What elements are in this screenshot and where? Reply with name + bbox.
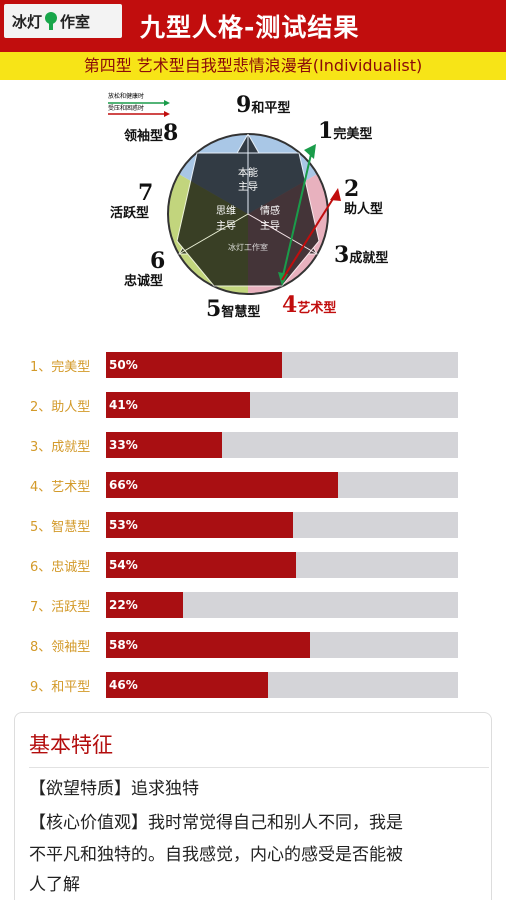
score-row: 8、领袖型 58% [0, 632, 506, 658]
score-percent: 46% [109, 678, 138, 692]
score-label: 4、艺术型 [30, 480, 91, 495]
type-6-label: 6 忠诚型 [124, 248, 166, 289]
score-bar-track: 33% [106, 432, 458, 458]
diagram-legend: 放松和健康时 受压和困惑时 [108, 92, 170, 117]
score-row: 4、艺术型 66% [0, 472, 506, 498]
score-label: 9、和平型 [30, 680, 91, 695]
score-row: 9、和平型 46% [0, 672, 506, 698]
segment-feeling-label: 情感 [260, 204, 280, 217]
score-bar-fill [106, 592, 183, 618]
score-bar-fill [106, 552, 296, 578]
score-bar-fill [106, 472, 338, 498]
logo-text-left: 冰灯 [12, 12, 43, 31]
score-label: 5、智慧型 [30, 520, 91, 535]
score-percent: 33% [109, 438, 138, 452]
result-type-banner: 第四型 艺术型自我型悲情浪漫者(Individualist) [0, 52, 506, 80]
legend-relaxed-label: 放松和健康时 [108, 93, 145, 100]
type-4-label: 4艺术型 [282, 292, 337, 318]
svg-text:主导: 主导 [216, 220, 236, 232]
score-percent: 54% [109, 558, 138, 572]
score-row: 6、忠诚型 54% [0, 552, 506, 578]
type-1-label: 1完美型 [318, 118, 373, 144]
legend-stressed: 受压和困惑时 [108, 104, 144, 114]
score-percent: 50% [109, 358, 138, 372]
score-percent: 66% [109, 478, 138, 492]
score-row: 7、活跃型 22% [0, 592, 506, 618]
score-row: 5、智慧型 53% [0, 512, 506, 538]
red-arrow-head-icon [330, 188, 341, 201]
location-pin-icon [44, 12, 58, 30]
svg-text:主导: 主导 [260, 220, 280, 232]
trait-core-value-line-3: 人了解 [29, 875, 80, 895]
red-arrow-line [281, 193, 337, 281]
green-arrow-line [281, 149, 313, 281]
legend-stressed-label: 受压和困惑时 [108, 105, 145, 112]
score-bar-fill [106, 632, 310, 658]
type-7-label: 7 活跃型 [110, 180, 154, 221]
diagram-watermark: 冰灯工作室 [228, 242, 268, 252]
score-bar-track: 66% [106, 472, 458, 498]
type-3-label: 3成就型 [334, 242, 389, 268]
score-label: 2、助人型 [30, 400, 91, 415]
type-8-label: 领袖型8 [124, 120, 179, 146]
score-row: 3、成就型 33% [0, 432, 506, 458]
basic-traits-card: 基本特征 【欲望特质】追求独特 【核心价值观】我时常觉得自己和别人不同，我是 不… [14, 712, 492, 900]
segment-thinking-label: 思维 [216, 204, 236, 217]
score-bar-track: 50% [106, 352, 458, 378]
trait-desire: 【欲望特质】追求独特 [29, 779, 199, 799]
score-bar-fill [106, 392, 250, 418]
type-5-label: 5智慧型 [206, 296, 261, 322]
score-bar-track: 58% [106, 632, 458, 658]
score-label: 1、完美型 [30, 360, 91, 375]
score-percent: 41% [109, 398, 138, 412]
green-arrow-head-icon [304, 144, 316, 159]
score-percent: 53% [109, 518, 138, 532]
score-bar-track: 53% [106, 512, 458, 538]
logo-text-right: 作室 [60, 12, 91, 31]
trait-core-value-line-1: 【核心价值观】我时常觉得自己和别人不同，我是 [29, 813, 403, 833]
score-label: 7、活跃型 [30, 600, 91, 615]
score-bar-track: 54% [106, 552, 458, 578]
enneagram-diagram: 本能 主导 思维 主导 情感 主导 冰灯工作室 [167, 133, 341, 295]
studio-logo[interactable]: 冰灯 作室 [4, 4, 122, 38]
score-label: 3、成就型 [30, 440, 91, 455]
segment-instinct-label: 本能 [238, 166, 258, 179]
trait-core-value-line-2: 不平凡和独特的。自我感觉，内心的感受是否能被 [29, 845, 403, 865]
app-header: 冰灯 作室 九型人格-测试结果 [0, 0, 506, 52]
card-divider [29, 767, 489, 768]
svg-text:主导: 主导 [238, 181, 258, 193]
score-row: 2、助人型 41% [0, 392, 506, 418]
legend-relaxed: 放松和健康时 [108, 92, 144, 102]
score-bar-fill [106, 352, 282, 378]
card-title: 基本特征 [29, 733, 113, 757]
score-label: 8、领袖型 [30, 640, 91, 655]
score-bar-fill [106, 672, 268, 698]
score-bar-track: 22% [106, 592, 458, 618]
score-bar-fill [106, 512, 293, 538]
page-title: 九型人格-测试结果 [140, 13, 360, 42]
type-9-label: 9和平型 [236, 92, 291, 118]
score-percent: 22% [109, 598, 138, 612]
score-percent: 58% [109, 638, 138, 652]
type-2-label: 2 助人型 [344, 176, 384, 217]
score-label: 6、忠诚型 [30, 560, 91, 575]
red-arrow-legend-icon [108, 111, 170, 117]
green-arrow-legend-icon [108, 100, 170, 106]
score-bar-track: 46% [106, 672, 458, 698]
score-bar-track: 41% [106, 392, 458, 418]
score-row: 1、完美型 50% [0, 352, 506, 378]
score-bar-fill [106, 432, 222, 458]
